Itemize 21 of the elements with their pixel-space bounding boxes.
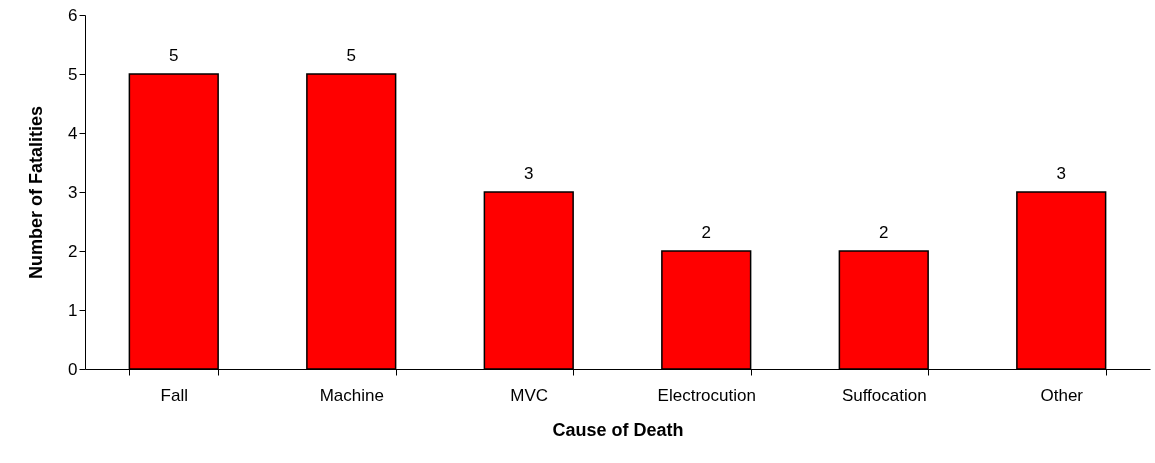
data-label: 3 bbox=[524, 164, 534, 183]
x-tick-label: Electrocution bbox=[657, 385, 756, 405]
y-tick-label: 3 bbox=[68, 182, 78, 202]
x-tick-label: Suffocation bbox=[841, 385, 927, 405]
y-tick-label: 2 bbox=[68, 241, 78, 261]
data-label: 2 bbox=[879, 223, 889, 242]
x-tick-label: Machine bbox=[319, 385, 384, 405]
x-tick-label: MVC bbox=[510, 385, 549, 405]
y-tick-label: 4 bbox=[68, 123, 78, 143]
x-tick-label: Other bbox=[1040, 385, 1084, 405]
y-tick-label: 0 bbox=[68, 359, 78, 379]
y-tick-label: 1 bbox=[68, 300, 78, 320]
data-label: 5 bbox=[346, 46, 356, 65]
x-tick-label: Fall bbox=[160, 385, 188, 405]
y-axis-title: Number of Fatalities bbox=[26, 105, 47, 280]
data-label: 5 bbox=[169, 46, 179, 65]
data-label: 2 bbox=[701, 223, 711, 242]
x-axis-title: Cause of Death bbox=[552, 419, 684, 440]
data-label: 3 bbox=[1056, 164, 1066, 183]
y-tick-label: 5 bbox=[68, 64, 78, 84]
y-tick-label: 6 bbox=[68, 5, 78, 25]
